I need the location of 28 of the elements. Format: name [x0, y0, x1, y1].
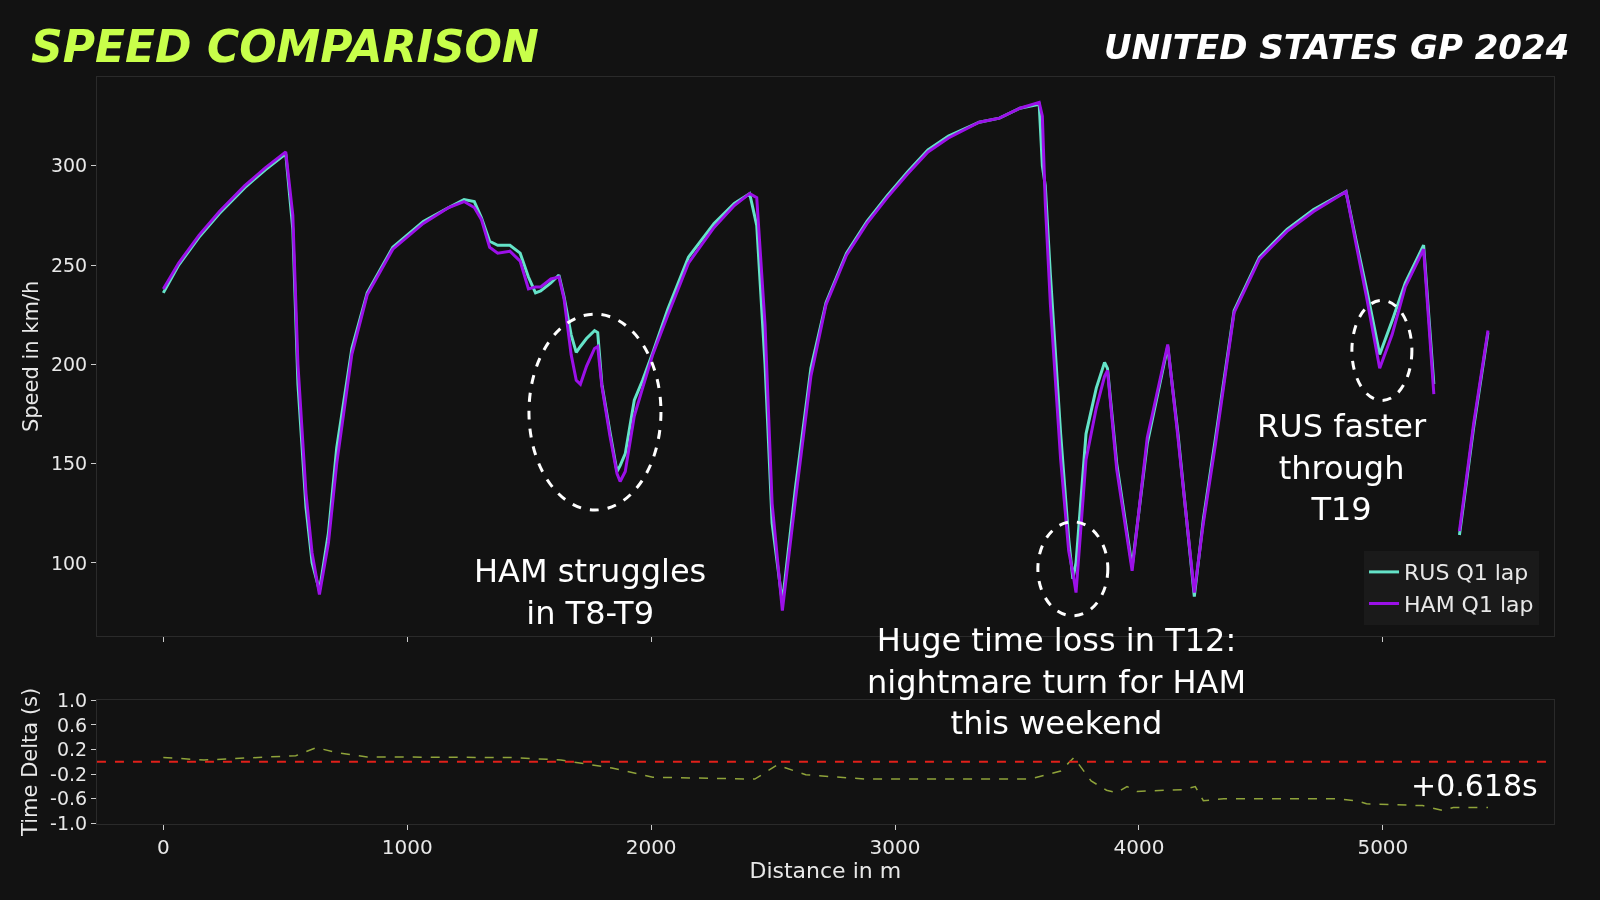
legend-label: RUS Q1 lap — [1404, 560, 1529, 586]
y-tick-label: 200 — [50, 352, 88, 375]
annotation: Huge time loss in T12: nightmare turn for HAM this weekend — [867, 621, 1247, 743]
x-axis-title: Distance in m — [749, 858, 902, 884]
y-axis-title: Time Delta (s) — [18, 687, 43, 837]
x-tick-label: 4000 — [1113, 834, 1165, 859]
x-tick-label: 0 — [156, 834, 170, 859]
x-tick-label: 1000 — [381, 834, 433, 859]
y-tick-label: 1.0 — [56, 688, 88, 711]
x-tick-label: 2000 — [625, 834, 677, 859]
y-tick-label: 300 — [50, 154, 88, 177]
y-tick-label: -1.0 — [50, 812, 88, 835]
legend-label: HAM Q1 lap — [1404, 592, 1534, 618]
y-tick-label: -0.6 — [50, 787, 88, 810]
annotation: HAM struggles in T8-T9 — [474, 552, 707, 632]
y-tick-label: 0.6 — [56, 713, 88, 736]
annotation: RUS faster through T19 — [1257, 407, 1427, 529]
chart-subtitle: UNITED STATES GP 2024 — [1104, 27, 1570, 67]
chart-title: SPEED COMPARISON — [31, 21, 539, 72]
x-tick-label: 3000 — [869, 834, 921, 859]
y-tick-label: 100 — [50, 551, 88, 574]
y-tick-label: 150 — [50, 452, 88, 475]
y-axis-title: Speed in km/h — [19, 280, 44, 433]
x-tick-label: 5000 — [1357, 834, 1409, 859]
y-tick-label: 250 — [50, 253, 88, 276]
annotation: +0.618s — [1411, 768, 1538, 803]
y-tick-label: -0.2 — [50, 762, 88, 785]
y-tick-label: 0.2 — [56, 738, 88, 761]
